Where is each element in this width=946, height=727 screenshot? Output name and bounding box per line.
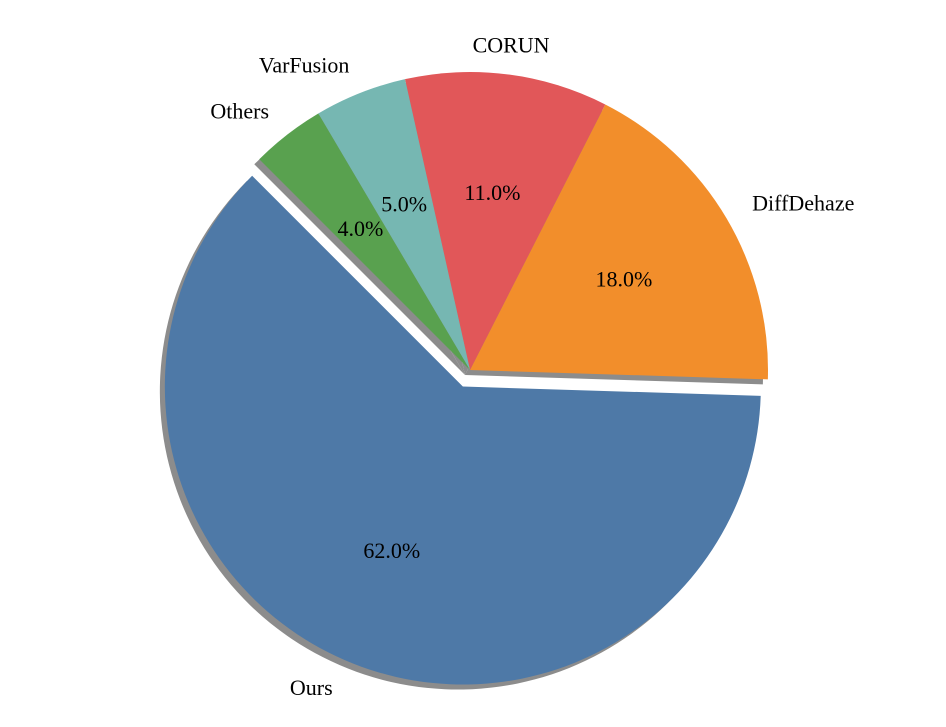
pie-slice-layer xyxy=(164,72,769,685)
pie-category-label-ours: Ours xyxy=(290,675,333,700)
pie-category-label-diffdehaze: DiffDehaze xyxy=(752,191,854,216)
pie-slice-others xyxy=(259,113,470,371)
pie-slice-diffdehaze xyxy=(470,104,769,380)
pie-pct-label-ours: 62.0% xyxy=(363,538,420,563)
pie-pct-label-diffdehaze: 18.0% xyxy=(595,266,652,291)
pie-slice-varfusion xyxy=(318,79,470,370)
pie-category-label-varfusion: VarFusion xyxy=(259,53,349,78)
pie-category-label-corun: CORUN xyxy=(473,32,550,57)
pie-slice-corun xyxy=(404,72,606,371)
pie-slice-ours xyxy=(164,175,761,685)
pie-category-label-others: Others xyxy=(210,98,269,123)
pie-label-layer: 62.0% Ours 18.0% DiffDehaze 11.0% CORUN 5.0% Va… xyxy=(210,32,854,700)
pie-pct-label-varfusion: 5.0% xyxy=(381,191,427,216)
pie-pct-label-others: 4.0% xyxy=(337,216,383,241)
pie-pct-label-corun: 11.0% xyxy=(464,180,520,205)
